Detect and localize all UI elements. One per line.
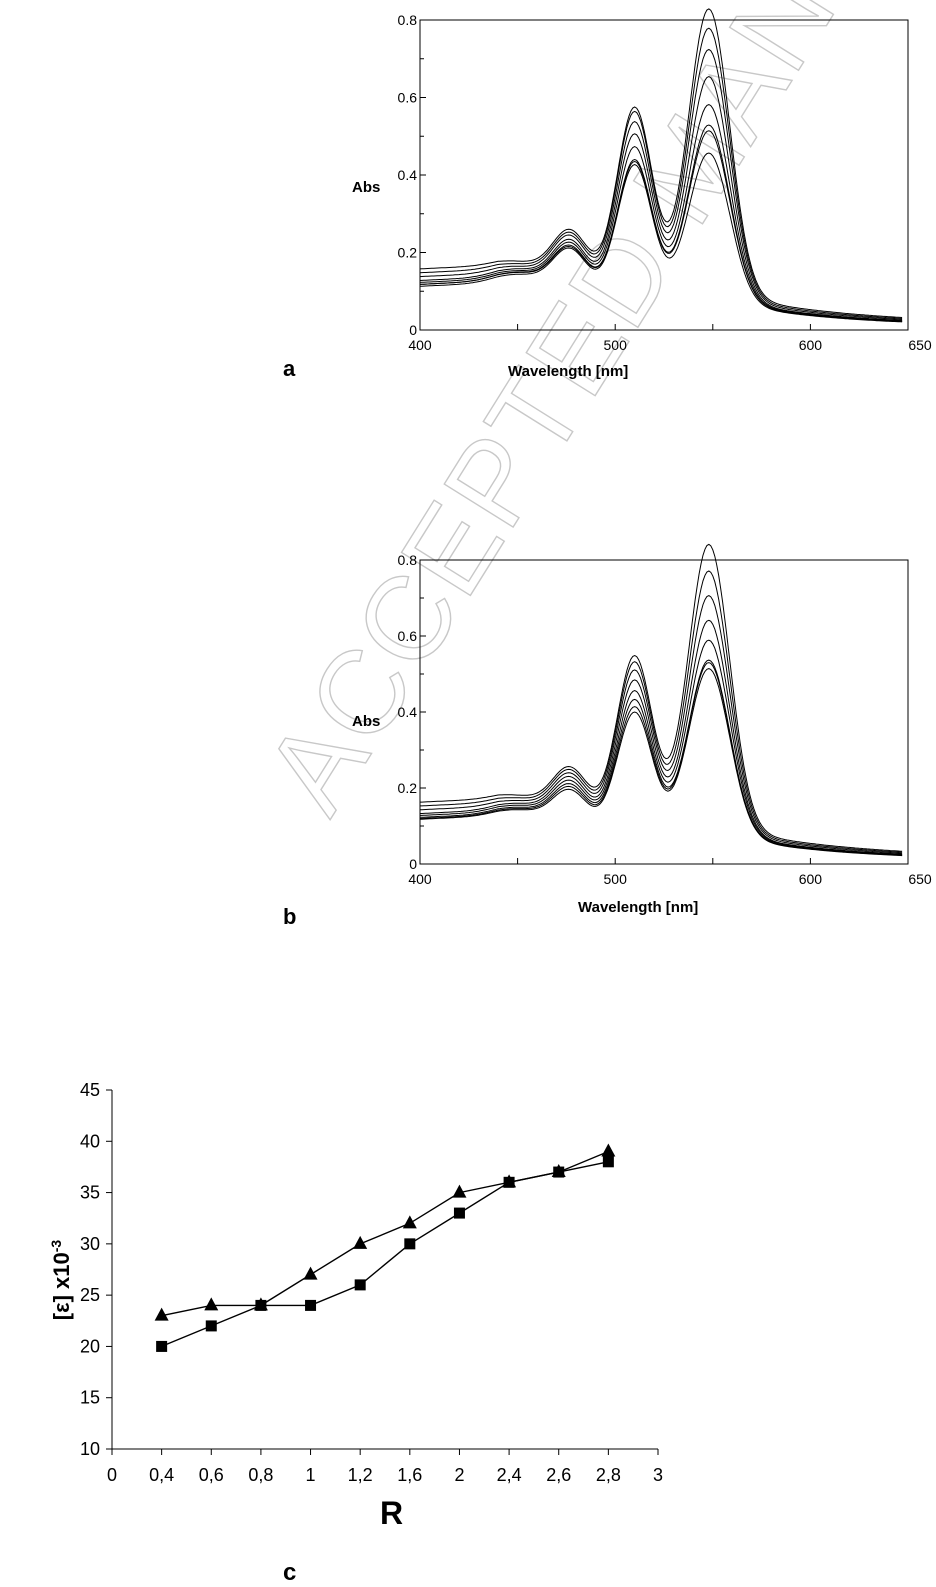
- chart-c-x-ticks: 0 0,4 0,6 0,8 1 1,2 1,6 2 2,4 2,6 2,8 3: [107, 1448, 663, 1485]
- chart-a-spectrum-3: [419, 124, 903, 322]
- chart-b-y-tick-label: 0.8: [398, 552, 418, 568]
- chart-c-triangle-marker: [452, 1184, 467, 1198]
- chart-b-y-tick-label: 0.4: [398, 704, 418, 720]
- chart-a-y-ticks: 0 0.2 0.4 0.6 0.8: [398, 12, 426, 338]
- chart-a-spectrum-5: [419, 76, 903, 321]
- chart-a-spectrum-8: [419, 8, 903, 318]
- chart-c-y-tick-label: 25: [80, 1285, 100, 1305]
- chart-a-y-tick-label: 0.6: [398, 90, 418, 106]
- chart-c-panel-label: c: [283, 1559, 296, 1586]
- chart-a-y-tick-label: 0.8: [398, 12, 418, 28]
- chart-c-square-marker: [404, 1238, 416, 1250]
- chart-a-x-axis-label: Wavelength [nm]: [508, 363, 628, 380]
- chart-c-x-tick-label: 0: [107, 1465, 117, 1485]
- chart-c-x-tick-label: 2,6: [546, 1465, 571, 1485]
- chart-c-square-marker: [156, 1340, 168, 1352]
- chart-c-y-axis-label-exponent: -3: [48, 1240, 64, 1253]
- chart-a-y-axis-label: Abs: [352, 179, 380, 196]
- chart-c-square-marker: [602, 1156, 614, 1168]
- chart-c-y-tick-label: 45: [80, 1080, 100, 1100]
- chart-a-x-tick-label: 650: [908, 337, 932, 353]
- chart-c-triangle-marker: [204, 1297, 219, 1311]
- chart-c-x-tick-label: 0,6: [199, 1465, 224, 1485]
- chart-a-spectrum-1: [419, 152, 903, 323]
- chart-c-series-line-square: [161, 1161, 609, 1348]
- chart-c-triangle-marker: [353, 1235, 368, 1249]
- chart-c-y-axis-label-base: [ε] x10: [49, 1252, 74, 1320]
- chart-a-panel-label: a: [283, 356, 296, 381]
- chart-b-x-tick-label: 650: [908, 871, 932, 887]
- chart-a-x-ticks: 400 500 600 650: [408, 324, 932, 353]
- chart-c-y-tick-label: 30: [80, 1234, 100, 1254]
- chart-b-y-tick-label: 0.2: [398, 780, 418, 796]
- chart-c-square-marker: [205, 1320, 217, 1332]
- chart-c-x-axis-label: R: [380, 1495, 403, 1531]
- chart-b-spectrum-4: [420, 639, 903, 856]
- chart-b-spectrum-2: [419, 662, 903, 856]
- chart-a-x-tick-label: 600: [799, 337, 823, 353]
- chart-c-x-tick-label: 0,4: [149, 1465, 174, 1485]
- chart-c-square-marker: [305, 1299, 317, 1311]
- chart-b-spectrum-8: [420, 543, 903, 852]
- chart-c-triangle-marker: [601, 1143, 616, 1157]
- chart-a-x-tick-label: 500: [604, 337, 628, 353]
- chart-c-y-tick-label: 10: [80, 1439, 100, 1459]
- chart-c-y-tick-label: 15: [80, 1388, 100, 1408]
- chart-c-x-tick-label: 1,6: [397, 1465, 422, 1485]
- chart-b-spectrum-7: [420, 570, 903, 853]
- watermark-text: ACCEPTED MANUSCRIPT: [240, 0, 936, 834]
- chart-b-spectrum-6: [420, 595, 903, 854]
- chart-c-y-tick-label: 35: [80, 1183, 100, 1203]
- chart-c-x-tick-label: 1,2: [348, 1465, 373, 1485]
- chart-a-spectrum-7: [419, 27, 903, 319]
- chart-c-y-axis-label: [ε] x10-3: [48, 1240, 74, 1321]
- chart-c-x-tick-label: 2,4: [497, 1465, 522, 1485]
- chart-a-spectrum-4: [419, 104, 903, 322]
- chart-b-spectrum-5: [420, 619, 903, 855]
- chart-a-y-tick-label: 0.4: [398, 167, 418, 183]
- chart-c-series: [154, 1143, 616, 1352]
- chart-b-x-axis-label: Wavelength [nm]: [578, 899, 698, 916]
- chart-c-y-ticks: 10 15 20 25 30 35 40 45: [80, 1080, 113, 1459]
- chart-b-panel-label: b: [283, 904, 296, 929]
- chart-a-spectra: [419, 8, 903, 323]
- chart-c-x-tick-label: 1: [306, 1465, 316, 1485]
- chart-a-spectrum-6: [419, 48, 903, 320]
- chart-c-square-marker: [553, 1166, 565, 1178]
- chart-c-square-marker: [503, 1176, 515, 1188]
- chart-b-y-ticks: 0 0.2 0.4 0.6 0.8: [398, 552, 426, 872]
- chart-c-x-tick-label: 0,8: [248, 1465, 273, 1485]
- chart-c-x-tick-label: 3: [653, 1465, 663, 1485]
- chart-c-square-marker: [453, 1207, 465, 1219]
- chart-b: 0 0.2 0.4 0.6 0.8 400 500 600 650 Abs Wavelengt…: [283, 543, 932, 929]
- chart-c-x-tick-label: 2,8: [596, 1465, 621, 1485]
- chart-a-x-tick-label: 400: [408, 337, 432, 353]
- chart-b-spectrum-3: [420, 659, 903, 856]
- chart-c-triangle-marker: [154, 1307, 169, 1321]
- chart-c-triangle-marker: [303, 1266, 318, 1280]
- chart-b-y-tick-label: 0.6: [398, 628, 418, 644]
- chart-c-square-marker: [255, 1299, 267, 1311]
- chart-b-x-tick-label: 600: [799, 871, 823, 887]
- chart-a: 0 0.2 0.4 0.6 0.8 400 500 600 650 Abs Wavelengt…: [283, 8, 932, 381]
- chart-c-square-marker: [354, 1279, 366, 1291]
- chart-a-y-tick-label: 0: [409, 322, 417, 338]
- chart-b-x-tick-label: 400: [408, 871, 432, 887]
- chart-c-y-tick-label: 20: [80, 1336, 100, 1356]
- chart-c-y-tick-label: 40: [80, 1131, 100, 1151]
- chart-b-y-axis-label: Abs: [352, 713, 380, 730]
- chart-b-spectra: [419, 543, 903, 857]
- chart-b-y-tick-label: 0: [409, 856, 417, 872]
- chart-b-x-tick-label: 500: [604, 871, 628, 887]
- chart-a-y-tick-label: 0.2: [398, 245, 418, 261]
- chart-c-triangle-marker: [402, 1215, 417, 1229]
- chart-b-x-ticks: 400 500 600 650: [408, 858, 932, 887]
- chart-c: 10 15 20 25 30 35 40 45 0 0,4 0,6 0,8 1 1,2 1,6 2 2,4 2,…: [48, 1080, 663, 1586]
- chart-c-x-tick-label: 2: [454, 1465, 464, 1485]
